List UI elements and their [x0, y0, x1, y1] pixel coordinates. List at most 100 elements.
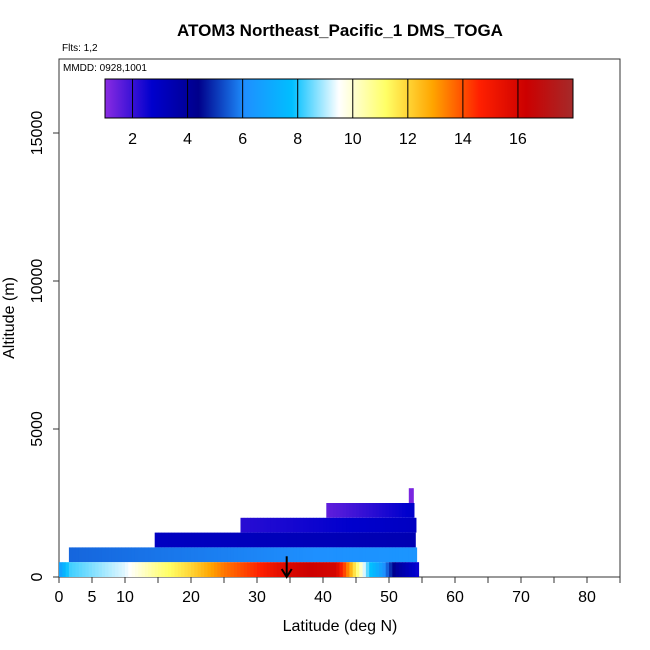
heat-cell	[389, 562, 393, 577]
heat-cell	[85, 547, 90, 563]
plot-frame	[58, 58, 621, 578]
heat-cell	[359, 503, 363, 518]
heat-cell	[309, 517, 314, 533]
heat-cell	[369, 562, 373, 577]
y-axis-label: Altitude (m)	[1, 277, 18, 359]
heat-cell	[385, 532, 390, 548]
heat-cell	[408, 503, 413, 518]
heat-cell	[227, 532, 231, 548]
heat-cell	[323, 547, 327, 563]
heat-cell	[237, 532, 241, 548]
heat-cell	[194, 532, 198, 548]
heat-cell	[326, 532, 330, 548]
altitude-layer-1	[240, 517, 417, 533]
heat-cell	[339, 517, 344, 533]
heat-cell	[263, 532, 268, 548]
heat-cell	[342, 532, 347, 548]
heat-cell	[326, 547, 330, 563]
heat-cell	[75, 562, 80, 577]
heat-cell	[243, 517, 248, 533]
heat-cell	[184, 532, 189, 548]
heat-cell	[299, 532, 304, 548]
heat-cell	[408, 488, 413, 503]
heat-cell	[412, 547, 416, 563]
heat-cell	[408, 517, 413, 533]
heat-cell	[141, 562, 146, 577]
heat-cell	[402, 517, 406, 533]
heat-cell	[230, 547, 235, 563]
heat-cell	[184, 562, 189, 577]
heat-cell	[392, 517, 396, 533]
heat-cell	[138, 547, 142, 563]
heat-cell	[395, 503, 400, 518]
heat-cell	[336, 503, 340, 518]
heat-cell	[296, 547, 301, 563]
x-tick-label: 80	[578, 589, 596, 606]
heat-cell	[164, 547, 169, 563]
heat-cell	[158, 562, 162, 577]
heat-cell	[276, 532, 281, 548]
heat-cell	[253, 532, 258, 548]
heat-cell	[290, 547, 294, 563]
heat-cell	[336, 532, 340, 548]
heat-cell	[398, 547, 403, 563]
heat-cell	[293, 547, 297, 563]
heat-cell	[115, 547, 119, 563]
heat-cell	[204, 547, 208, 563]
x-tick-label: 0	[55, 589, 64, 606]
heat-cell	[356, 547, 360, 563]
heat-cell	[101, 547, 106, 563]
heatmap-layers	[59, 488, 420, 577]
heat-cell	[177, 532, 182, 548]
arrow-head	[280, 568, 293, 579]
heat-cell	[167, 547, 172, 563]
heat-cell	[342, 517, 347, 533]
heat-cell	[95, 562, 99, 577]
altitude-layer-0	[326, 503, 415, 518]
heat-cell	[339, 503, 344, 518]
heat-cell	[405, 503, 410, 518]
heat-cell	[171, 532, 175, 548]
heat-cell	[125, 562, 129, 577]
heat-cell	[161, 532, 165, 548]
heat-cell	[329, 517, 334, 533]
heat-cell	[171, 562, 175, 577]
heat-cell	[309, 547, 314, 563]
heat-cell	[362, 547, 367, 563]
heat-cell	[257, 547, 261, 563]
heat-cell	[204, 562, 208, 577]
heat-cell	[365, 532, 370, 548]
heat-cell	[392, 562, 396, 577]
heat-cell	[365, 517, 370, 533]
heat-cell	[204, 532, 208, 548]
heat-cell	[415, 517, 417, 533]
heat-cell	[194, 547, 198, 563]
heat-cell	[286, 532, 291, 548]
heat-cell	[121, 562, 126, 577]
heat-cell	[62, 562, 66, 577]
x-axis: 0 5 10 20 30 40 50 60 70 80	[55, 577, 621, 606]
heat-cell	[154, 532, 159, 548]
heat-cell	[148, 547, 152, 563]
heat-cell	[88, 547, 93, 563]
heat-cell	[359, 547, 363, 563]
heat-cell	[379, 547, 383, 563]
heat-cell	[191, 547, 195, 563]
heat-cell	[395, 547, 400, 563]
heat-cell	[382, 562, 387, 577]
heat-cell	[273, 547, 278, 563]
heat-cell	[68, 547, 73, 563]
heat-cell	[290, 517, 294, 533]
heat-cell	[375, 562, 380, 577]
heat-cell	[362, 517, 367, 533]
heat-cell	[369, 547, 373, 563]
heat-cell	[276, 517, 281, 533]
heat-cell	[128, 547, 132, 563]
heat-cell	[415, 562, 420, 577]
heat-cell	[349, 532, 354, 548]
heat-cell	[362, 532, 367, 548]
heat-cell	[263, 562, 268, 577]
heat-cell	[78, 562, 83, 577]
heat-cell	[111, 547, 116, 563]
colorbar-tick-label: 16	[509, 131, 527, 148]
